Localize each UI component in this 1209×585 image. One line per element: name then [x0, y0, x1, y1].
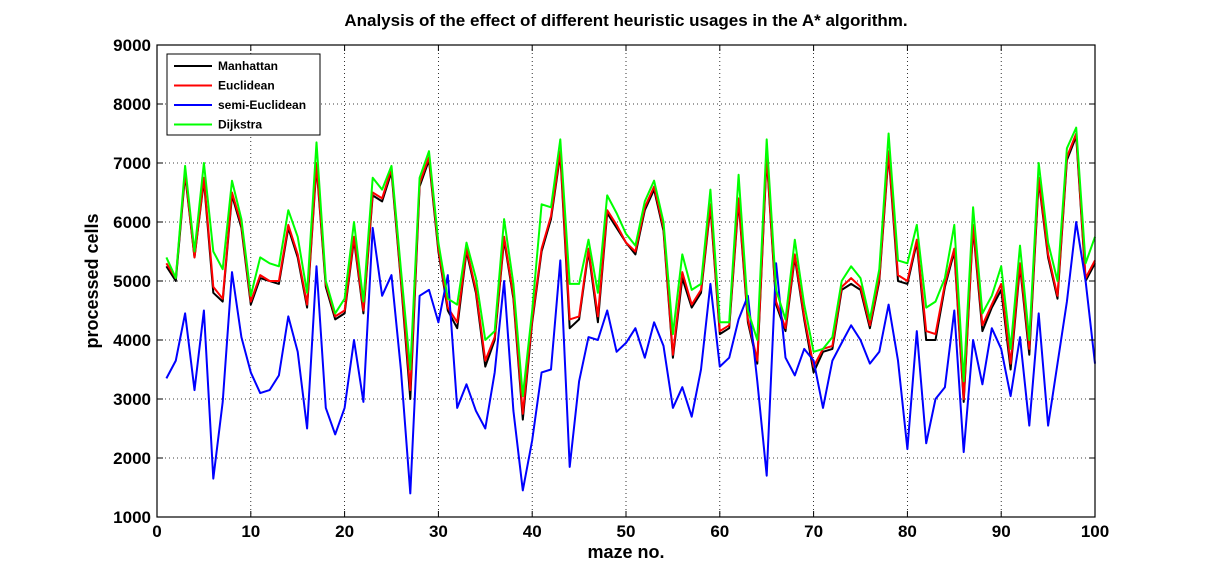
x-tick-label: 70 [804, 522, 823, 541]
y-tick-label: 5000 [113, 272, 151, 291]
x-tick-label: 30 [429, 522, 448, 541]
x-tick-label: 60 [710, 522, 729, 541]
y-tick-label: 1000 [113, 508, 151, 527]
y-tick-label: 7000 [113, 154, 151, 173]
x-axis-label: maze no. [587, 542, 664, 562]
x-tick-label: 100 [1081, 522, 1109, 541]
series-line-dijkstra [165, 126, 1096, 398]
y-tick-label: 2000 [113, 449, 151, 468]
chart-title: Analysis of the effect of different heur… [344, 11, 907, 30]
x-tick-label: 40 [523, 522, 542, 541]
y-tick-label: 9000 [113, 36, 151, 55]
x-tick-label: 0 [152, 522, 161, 541]
legend-label-semi-euclidean: semi-Euclidean [218, 98, 306, 112]
x-tick-label: 50 [617, 522, 636, 541]
legend-label-dijkstra: Dijkstra [218, 118, 262, 132]
legend: Manhattan Euclidean semi-Euclidean Dijkstra [166, 53, 321, 136]
series-line-semi-euclidean [165, 221, 1096, 495]
series-line-euclidean [165, 132, 1096, 415]
x-tick-label: 90 [992, 522, 1011, 541]
y-tick-label: 3000 [113, 390, 151, 409]
y-tick-label: 8000 [113, 95, 151, 114]
y-axis-label: processed cells [82, 213, 102, 348]
x-tick-label: 10 [241, 522, 260, 541]
y-tick-label: 6000 [113, 213, 151, 232]
y-tick-label: 4000 [113, 331, 151, 350]
tick-layer: 0 10 20 30 40 50 60 70 80 90 100 1000 2000 3000 4000 50… [113, 36, 1109, 541]
x-tick-label: 80 [898, 522, 917, 541]
series-layer [165, 126, 1096, 495]
legend-label-euclidean: Euclidean [218, 79, 275, 93]
legend-box [166, 53, 321, 136]
legend-label-manhattan: Manhattan [218, 59, 278, 73]
x-tick-label: 20 [335, 522, 354, 541]
